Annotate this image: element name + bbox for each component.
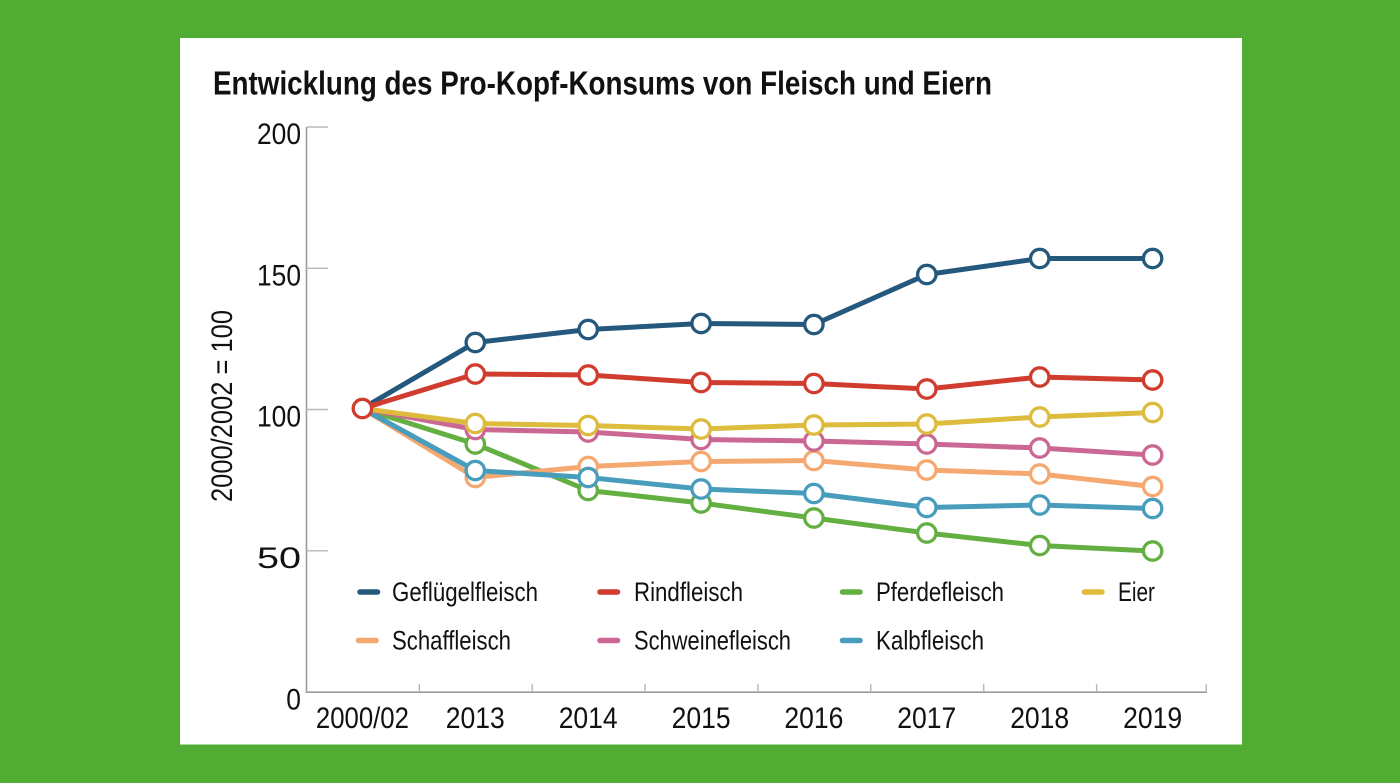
svg-text:2013: 2013 [446,702,505,735]
svg-text:2014: 2014 [559,702,618,735]
svg-text:Eier: Eier [1118,577,1155,607]
svg-text:Pferdefleisch: Pferdefleisch [876,577,1004,607]
svg-text:200: 200 [257,118,301,151]
svg-text:2000/2002 = 100: 2000/2002 = 100 [206,310,239,502]
svg-text:2015: 2015 [672,702,731,735]
svg-text:100: 100 [257,401,301,434]
svg-text:Schweinefleisch: Schweinefleisch [634,626,791,656]
svg-text:Geflügelfleisch: Geflügelfleisch [392,577,538,607]
svg-text:0: 0 [286,684,301,717]
svg-text:Kalbfleisch: Kalbfleisch [876,626,984,656]
svg-text:Schaffleisch: Schaffleisch [392,626,511,656]
svg-text:150: 150 [257,259,301,292]
svg-text:2016: 2016 [784,702,843,735]
svg-text:2018: 2018 [1010,702,1069,735]
svg-text:Entwicklung des Pro-Kopf-Konsu: Entwicklung des Pro-Kopf-Konsums von Fle… [213,65,992,102]
svg-text:Rindfleisch: Rindfleisch [634,577,743,607]
svg-text:2019: 2019 [1123,702,1182,735]
svg-text:2017: 2017 [897,702,956,735]
svg-text:2000/02: 2000/02 [316,702,409,735]
svg-text:50: 50 [257,542,301,575]
